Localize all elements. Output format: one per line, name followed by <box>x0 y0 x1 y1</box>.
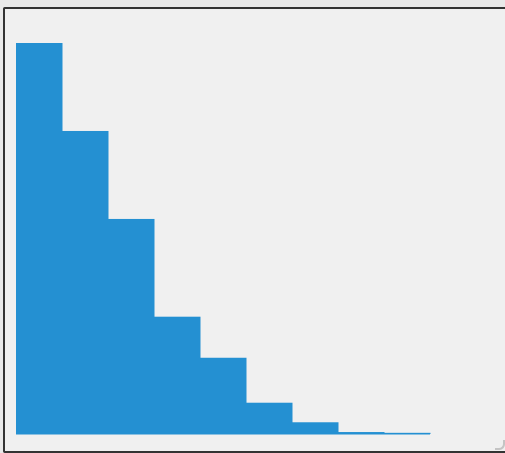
bar-5 <box>200 357 247 434</box>
bar-6 <box>246 402 293 434</box>
bar-7 <box>292 422 339 434</box>
bar-1 <box>16 43 63 434</box>
bar-3 <box>108 218 155 434</box>
bar-8 <box>338 432 385 434</box>
bar-4 <box>154 316 201 434</box>
bars-group <box>16 43 431 434</box>
bar-2 <box>62 130 109 434</box>
bar-9 <box>384 432 431 434</box>
